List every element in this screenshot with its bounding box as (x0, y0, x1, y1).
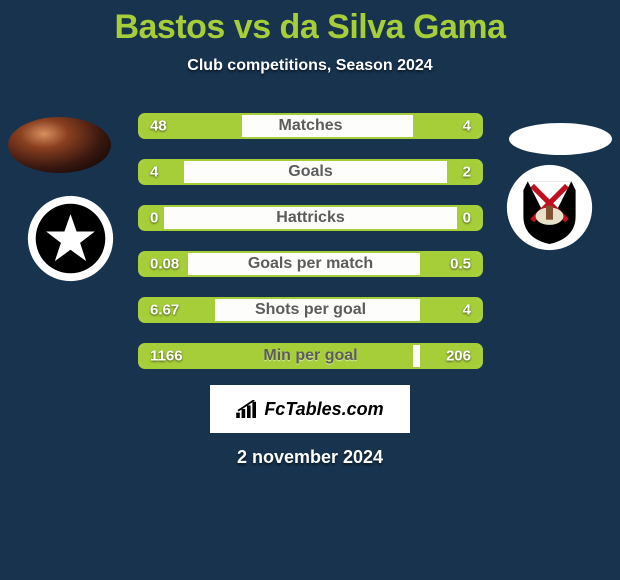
season-subtitle: Club competitions, Season 2024 (0, 57, 620, 75)
bar-value-left: 6.67 (150, 302, 179, 319)
bar-label: Min per goal (263, 347, 357, 365)
bar-label: Goals (288, 163, 332, 181)
bar-value-right: 4 (463, 118, 471, 135)
bar-right-fill (420, 299, 481, 321)
metric-bars: 48 Matches 4 4 Goals 2 0 Hattricks 0 0.0… (138, 113, 483, 389)
bar-hattricks: 0 Hattricks 0 (138, 205, 483, 231)
club-badge-left (27, 195, 114, 282)
bar-value-left: 0.08 (150, 256, 179, 273)
bar-label: Matches (278, 117, 342, 135)
bar-shots-per-goal: 6.67 Shots per goal 4 (138, 297, 483, 323)
bar-value-right: 2 (463, 164, 471, 181)
bar-value-right: 206 (446, 348, 471, 365)
bar-value-left: 4 (150, 164, 158, 181)
bar-value-right: 4 (463, 302, 471, 319)
player-photo-left (8, 117, 111, 173)
fctables-logo-icon (236, 400, 258, 418)
bar-value-left: 1166 (150, 348, 183, 365)
bar-left-fill (140, 161, 184, 183)
bar-goals: 4 Goals 2 (138, 159, 483, 185)
player-photo-right (509, 123, 612, 155)
footer-badge[interactable]: FcTables.com (210, 385, 410, 433)
bar-label: Hattricks (276, 209, 344, 227)
bar-goals-per-match: 0.08 Goals per match 0.5 (138, 251, 483, 277)
bar-value-right: 0.5 (450, 256, 471, 273)
page-title: Bastos vs da Silva Gama (0, 0, 620, 47)
bar-min-per-goal: 1166 Min per goal 206 (138, 343, 483, 369)
footer-label: FcTables.com (264, 399, 383, 420)
bar-value-left: 48 (150, 118, 167, 135)
bar-value-left: 0 (150, 210, 158, 227)
bar-matches: 48 Matches 4 (138, 113, 483, 139)
bar-label: Shots per goal (255, 301, 366, 319)
club-badge-right (506, 164, 593, 251)
comparison-date: 2 november 2024 (0, 447, 620, 468)
bar-label: Goals per match (248, 255, 373, 273)
comparison-area: 48 Matches 4 4 Goals 2 0 Hattricks 0 0.0… (0, 103, 620, 373)
bar-value-right: 0 (463, 210, 471, 227)
